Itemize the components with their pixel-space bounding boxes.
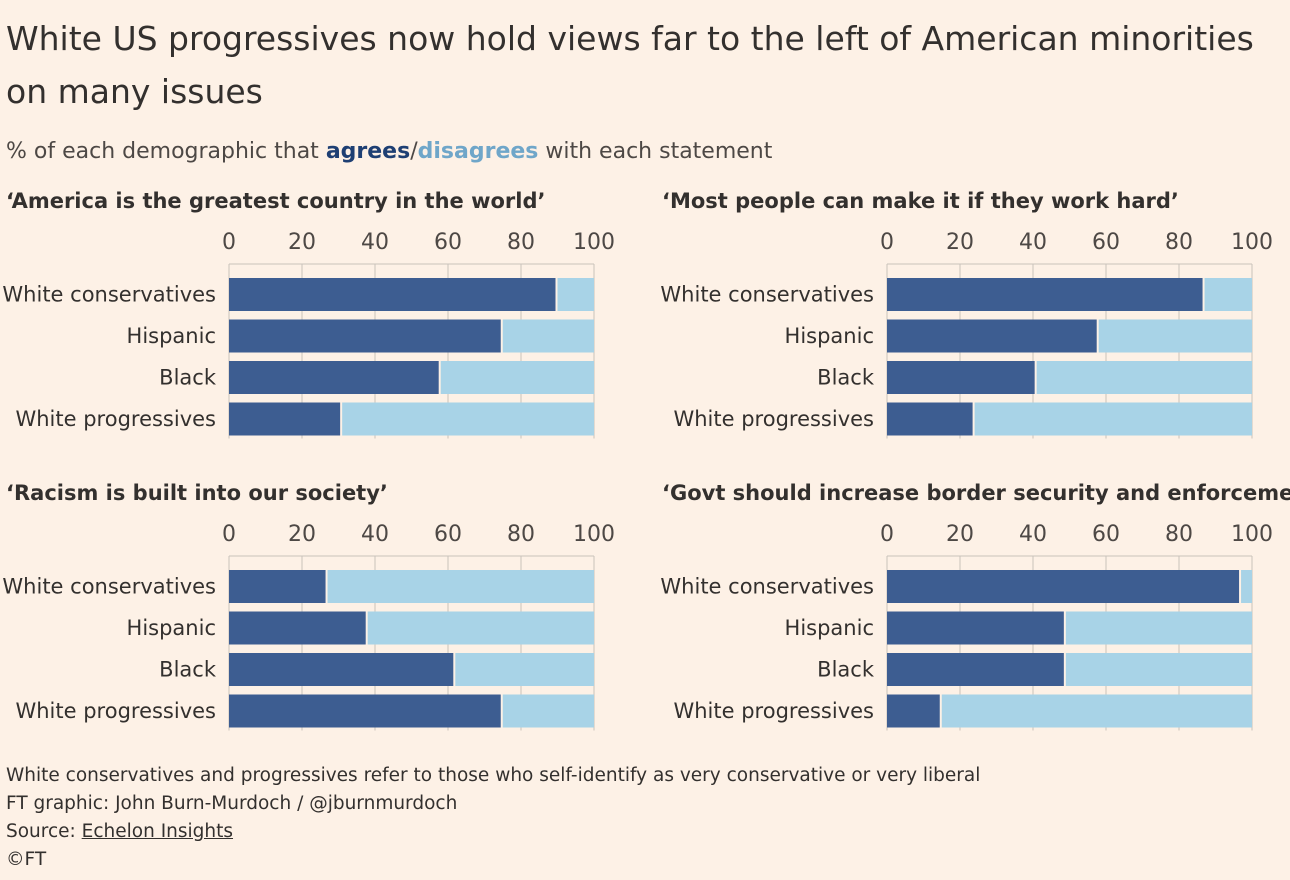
category-label: Black bbox=[817, 658, 875, 682]
bar-agree bbox=[229, 570, 326, 603]
category-label: Hispanic bbox=[785, 616, 874, 640]
subtitle: % of each demographic that agrees/disagr… bbox=[6, 136, 772, 168]
footer-note: White conservatives and progressives ref… bbox=[6, 765, 981, 786]
category-label: White conservatives bbox=[2, 283, 216, 307]
subtitle-suffix: with each statement bbox=[538, 139, 773, 164]
tick-label: 80 bbox=[507, 230, 535, 255]
bar-agree bbox=[887, 402, 973, 436]
category-label: Hispanic bbox=[127, 324, 216, 348]
tick-label: 80 bbox=[507, 522, 535, 547]
bar-agree bbox=[887, 361, 1035, 394]
bar-disagree bbox=[502, 694, 594, 728]
tick-label: 40 bbox=[361, 230, 389, 255]
tick-label: 40 bbox=[1019, 522, 1047, 547]
bar-agree bbox=[887, 694, 940, 728]
tick-label: 20 bbox=[288, 230, 316, 255]
bar-agree bbox=[229, 694, 501, 728]
tick-label: 60 bbox=[1092, 522, 1120, 547]
legend-disagree: disagrees bbox=[417, 139, 539, 164]
bar-agree bbox=[229, 653, 454, 686]
bar-agree bbox=[887, 319, 1097, 353]
bar-disagree bbox=[1065, 653, 1252, 686]
bar-disagree bbox=[502, 319, 594, 353]
tick-label: 100 bbox=[1231, 230, 1273, 255]
tick-label: 80 bbox=[1165, 522, 1193, 547]
tick-label: 80 bbox=[1165, 230, 1193, 255]
source-prefix: Source: bbox=[6, 821, 82, 842]
bar-agree bbox=[229, 611, 366, 645]
tick-label: 60 bbox=[434, 522, 462, 547]
category-label: White conservatives bbox=[660, 283, 874, 307]
panel-title: ‘Most people can make it if they work ha… bbox=[662, 189, 1179, 213]
tick-label: 100 bbox=[573, 522, 615, 547]
bar-disagree bbox=[1241, 570, 1252, 603]
bar-disagree bbox=[455, 653, 594, 686]
footer-credit: FT graphic: John Burn-Murdoch / @jburnmu… bbox=[6, 793, 458, 814]
category-label: Black bbox=[159, 658, 217, 682]
footer-copyright: ©FT bbox=[6, 849, 47, 870]
subtitle-slash: / bbox=[410, 139, 418, 164]
bar-disagree bbox=[367, 611, 594, 645]
panel-title: ‘Govt should increase border security an… bbox=[662, 481, 1290, 505]
bar-agree bbox=[887, 278, 1203, 311]
bar-agree bbox=[887, 653, 1064, 686]
bar-disagree bbox=[342, 402, 594, 436]
bar-disagree bbox=[1065, 611, 1252, 645]
category-label: Black bbox=[159, 366, 217, 390]
tick-label: 60 bbox=[434, 230, 462, 255]
source-link[interactable]: Echelon Insights bbox=[81, 821, 234, 842]
tick-label: 100 bbox=[1231, 522, 1273, 547]
page-title: White US progressives now hold views far… bbox=[6, 19, 1254, 111]
category-label: White progressives bbox=[673, 699, 874, 723]
bar-disagree bbox=[557, 278, 594, 311]
bar-agree bbox=[887, 611, 1064, 645]
tick-label: 0 bbox=[222, 522, 236, 547]
tick-label: 20 bbox=[946, 230, 974, 255]
bar-disagree bbox=[941, 694, 1252, 728]
tick-label: 40 bbox=[1019, 230, 1047, 255]
bar-disagree bbox=[1098, 319, 1252, 353]
tick-label: 20 bbox=[288, 522, 316, 547]
subtitle-prefix: % of each demographic that bbox=[6, 139, 326, 164]
panel-title: ‘America is the greatest country in the … bbox=[6, 189, 545, 213]
legend-agree: agrees bbox=[325, 139, 411, 164]
category-label: White progressives bbox=[15, 407, 216, 431]
category-label: Hispanic bbox=[785, 324, 874, 348]
bar-agree bbox=[229, 278, 556, 311]
category-label: White conservatives bbox=[660, 575, 874, 599]
bar-agree bbox=[887, 570, 1240, 603]
category-label: Hispanic bbox=[127, 616, 216, 640]
bar-agree bbox=[229, 319, 501, 353]
bar-disagree bbox=[974, 402, 1252, 436]
bar-disagree bbox=[327, 570, 594, 603]
bar-agree bbox=[229, 402, 341, 436]
bar-agree bbox=[229, 361, 439, 394]
category-label: White progressives bbox=[673, 407, 874, 431]
bar-disagree bbox=[440, 361, 594, 394]
category-label: Black bbox=[817, 366, 875, 390]
bar-disagree bbox=[1036, 361, 1252, 394]
category-label: White progressives bbox=[15, 699, 216, 723]
panel-title: ‘Racism is built into our society’ bbox=[6, 481, 388, 505]
tick-label: 40 bbox=[361, 522, 389, 547]
bar-disagree bbox=[1204, 278, 1252, 311]
tick-label: 0 bbox=[880, 522, 894, 547]
footer-source: Source: Echelon Insights bbox=[6, 819, 233, 845]
tick-label: 0 bbox=[222, 230, 236, 255]
tick-label: 100 bbox=[573, 230, 615, 255]
category-label: White conservatives bbox=[2, 575, 216, 599]
tick-label: 60 bbox=[1092, 230, 1120, 255]
tick-label: 20 bbox=[946, 522, 974, 547]
tick-label: 0 bbox=[880, 230, 894, 255]
